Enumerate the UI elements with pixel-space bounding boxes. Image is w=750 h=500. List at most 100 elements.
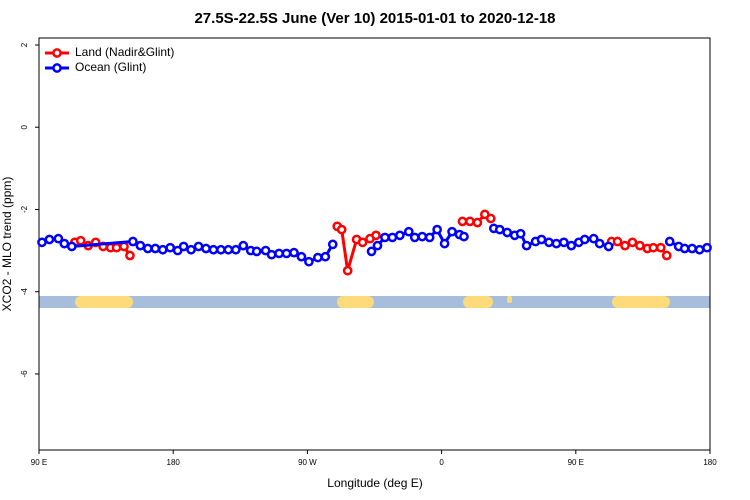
- point: [409, 232, 420, 243]
- point: [457, 216, 468, 227]
- point: [432, 224, 442, 235]
- point: [679, 243, 690, 254]
- point: [223, 244, 234, 255]
- point: [238, 240, 249, 251]
- point: [603, 241, 614, 252]
- point: [472, 217, 483, 228]
- point: [75, 235, 86, 246]
- point: [327, 239, 338, 250]
- point: [494, 224, 505, 235]
- y-tick-label: -6: [20, 370, 29, 378]
- x-tick-label: 90 W: [298, 458, 317, 467]
- point: [193, 241, 204, 252]
- x-tick-label: 180: [167, 458, 181, 467]
- point: [620, 240, 630, 251]
- point: [403, 226, 414, 237]
- point: [579, 234, 590, 245]
- land-band: [612, 296, 670, 308]
- point: [53, 233, 64, 244]
- point: [612, 236, 623, 247]
- legend-marker: [52, 48, 62, 58]
- point: [125, 250, 135, 261]
- legend-marker: [52, 63, 62, 73]
- point: [664, 236, 675, 247]
- point: [559, 237, 569, 248]
- point: [44, 234, 55, 245]
- x-tick-label: 0: [439, 458, 444, 467]
- point: [544, 237, 554, 248]
- point: [394, 230, 405, 241]
- point: [635, 240, 645, 251]
- point: [59, 238, 70, 249]
- point: [216, 244, 226, 255]
- point: [648, 242, 659, 253]
- point: [366, 246, 377, 257]
- point: [37, 237, 47, 248]
- point: [439, 238, 450, 249]
- point: [128, 236, 138, 247]
- point: [566, 240, 577, 251]
- land-band: [337, 296, 374, 308]
- point: [135, 240, 146, 251]
- land-mask: [39, 296, 710, 308]
- point: [515, 228, 526, 239]
- point: [380, 232, 390, 243]
- point: [143, 243, 153, 254]
- point: [702, 242, 712, 253]
- point: [521, 240, 532, 251]
- point: [201, 243, 211, 254]
- x-tick-label: 180: [703, 458, 717, 467]
- land-band: [507, 296, 512, 303]
- point: [372, 240, 383, 251]
- y-axis-label: XCO2 - MLO trend (ppm): [0, 177, 14, 312]
- ocean-band: [39, 296, 710, 308]
- point: [150, 243, 161, 254]
- point: [312, 252, 323, 263]
- y-tick-label: -2: [20, 205, 29, 213]
- point: [485, 213, 496, 224]
- legend-label: Land (Nadir&Glint): [75, 45, 174, 59]
- y-tick-label: 2: [20, 42, 29, 47]
- point: [230, 244, 241, 255]
- point: [551, 238, 562, 249]
- point: [424, 232, 435, 243]
- point: [186, 244, 196, 255]
- point: [387, 232, 398, 243]
- point: [447, 226, 457, 237]
- y-tick-label: -4: [20, 288, 29, 296]
- y-tick-label: 0: [20, 124, 29, 129]
- point: [251, 246, 262, 257]
- point: [661, 250, 672, 261]
- point: [694, 244, 705, 255]
- legend-label: Ocean (Glint): [75, 60, 146, 74]
- point: [304, 256, 314, 267]
- point: [536, 234, 547, 245]
- land-band: [463, 296, 493, 308]
- point: [266, 249, 277, 260]
- point: [111, 242, 122, 253]
- point: [289, 247, 299, 258]
- point: [687, 243, 697, 254]
- point: [66, 241, 77, 252]
- point: [281, 248, 292, 259]
- point: [296, 251, 307, 262]
- point: [336, 224, 347, 235]
- point: [371, 230, 381, 241]
- point: [417, 231, 428, 242]
- chart-title: 27.5S-22.5S June (Ver 10) 2015-01-01 to …: [194, 10, 555, 27]
- point: [274, 248, 284, 259]
- point: [459, 231, 469, 242]
- x-tick-label: 90 E: [568, 458, 584, 467]
- point: [627, 237, 638, 248]
- x-tick-label: 90 E: [31, 458, 47, 467]
- point: [594, 238, 605, 249]
- point: [208, 244, 219, 255]
- point: [465, 216, 475, 227]
- land-band: [75, 296, 133, 308]
- point: [357, 237, 368, 248]
- point: [502, 227, 513, 238]
- point: [320, 251, 331, 262]
- point: [342, 265, 353, 276]
- point: [157, 244, 168, 255]
